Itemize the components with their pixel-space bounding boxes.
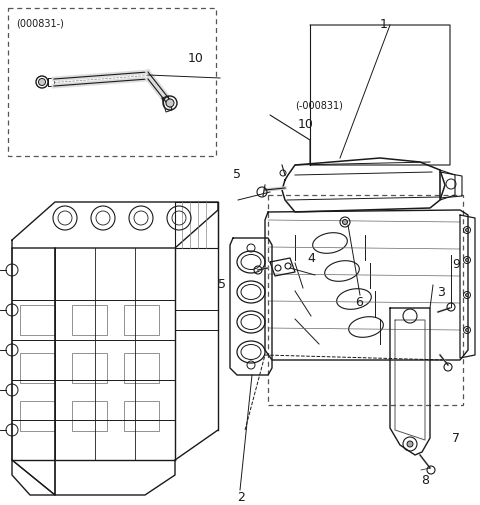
Bar xyxy=(20,401,55,431)
Text: 3: 3 xyxy=(437,286,445,299)
Bar xyxy=(124,305,159,335)
Text: 4: 4 xyxy=(307,252,315,265)
Bar xyxy=(124,401,159,431)
Text: 8: 8 xyxy=(421,474,429,487)
Bar xyxy=(72,353,107,383)
Circle shape xyxy=(166,99,174,107)
Text: 9: 9 xyxy=(452,258,460,271)
Circle shape xyxy=(38,78,46,85)
Text: 7: 7 xyxy=(452,432,460,445)
Text: 1: 1 xyxy=(380,18,388,31)
Text: 10: 10 xyxy=(298,118,314,131)
Bar xyxy=(124,353,159,383)
Circle shape xyxy=(466,328,468,331)
Circle shape xyxy=(466,259,468,262)
Text: (-000831): (-000831) xyxy=(295,100,343,110)
Bar xyxy=(72,401,107,431)
Bar xyxy=(72,305,107,335)
Bar xyxy=(20,353,55,383)
Text: 10: 10 xyxy=(188,52,204,65)
Text: 5: 5 xyxy=(233,168,241,181)
Text: 5: 5 xyxy=(218,278,226,291)
Text: 6: 6 xyxy=(355,296,363,309)
Bar xyxy=(20,305,55,335)
Circle shape xyxy=(343,220,348,225)
Text: 2: 2 xyxy=(237,491,245,504)
Circle shape xyxy=(407,441,413,447)
Text: (000831-): (000831-) xyxy=(16,18,64,28)
Circle shape xyxy=(466,293,468,296)
Circle shape xyxy=(466,228,468,231)
